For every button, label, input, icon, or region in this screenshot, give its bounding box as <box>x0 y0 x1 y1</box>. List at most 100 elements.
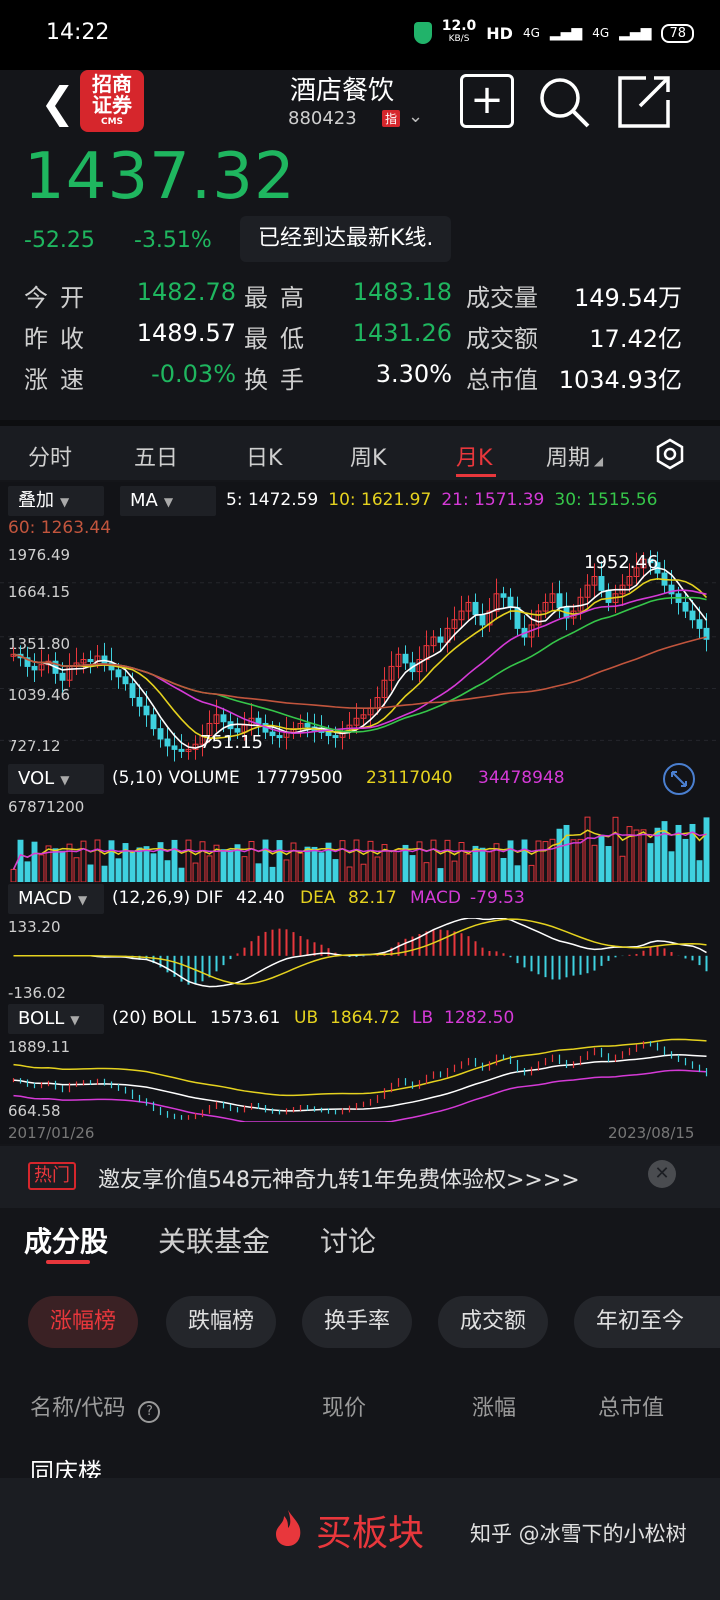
volume-bar <box>73 857 80 882</box>
back-icon[interactable]: ❮ <box>40 78 76 127</box>
candle-body <box>206 722 213 737</box>
volume-bar <box>178 867 185 882</box>
boll-top-label: 1889.11 <box>8 1038 71 1056</box>
chip-turnover-rate[interactable]: 换手率 <box>302 1296 413 1348</box>
candle-body <box>185 748 192 752</box>
tab-five-day[interactable]: 五日 <box>134 446 179 471</box>
boll-plot[interactable] <box>0 1038 720 1122</box>
buy-sector-button[interactable]: 买板块 <box>316 1513 425 1554</box>
stat-label: 成交量 <box>466 284 538 312</box>
candle-body <box>24 657 31 667</box>
ma-select[interactable]: MA ▼ <box>120 486 216 516</box>
volume-bar <box>276 840 283 882</box>
chip-turnover[interactable]: 成交额 <box>438 1296 549 1348</box>
volume-bar <box>542 841 549 882</box>
chevron-down-icon[interactable]: ⌄ <box>408 106 424 127</box>
status-icons: 12.0 KB/S HD 4G ▂▄▆ 4G ▂▄▆ 78 <box>413 18 694 46</box>
vol-value-2: 23117040 <box>366 768 453 788</box>
kline-plot[interactable] <box>0 546 720 762</box>
tab-intraday[interactable]: 分时 <box>28 446 73 471</box>
net-speed: 12.0 <box>441 18 477 34</box>
close-icon[interactable]: ✕ <box>648 1160 676 1188</box>
tab-period-label: 周期 <box>546 446 591 471</box>
col-change[interactable]: 涨幅 <box>472 1396 517 1421</box>
tab-period[interactable]: 周期 ◢ <box>546 446 604 471</box>
volume-bar <box>213 844 220 882</box>
candle-body <box>458 610 465 621</box>
ma-legend-item: 30: 1515.56 <box>554 490 658 510</box>
volume-bar <box>318 852 325 882</box>
volume-plot[interactable] <box>0 798 720 882</box>
volume-bar <box>528 864 535 882</box>
add-watchlist-button[interactable]: + <box>460 74 514 128</box>
macd-dea: 82.17 <box>348 888 397 908</box>
boll-bottom-label: 664.58 <box>8 1102 61 1120</box>
candle-body <box>136 697 143 707</box>
volume-bar <box>220 849 227 882</box>
volume-bar <box>388 850 395 882</box>
candle-body <box>486 610 493 626</box>
tab-discussion[interactable]: 讨论 <box>320 1225 377 1258</box>
volume-bar <box>430 839 437 882</box>
signal-bars-icon: ▂▄▆ <box>549 25 583 41</box>
ma-legend-item: 60: 1263.44 <box>8 518 112 538</box>
vol-select[interactable]: VOL ▼ <box>8 764 104 794</box>
y-label-5: 727.12 <box>8 737 61 755</box>
boll-ub-label: UB <box>294 1008 319 1028</box>
promo-banner[interactable]: 热门 邀友享价值548元神奇九转1年免费体验权>>>> ✕ <box>0 1146 720 1208</box>
volume-bar <box>633 829 640 882</box>
help-icon[interactable]: ? <box>138 1401 161 1423</box>
chip-gainers[interactable]: 涨幅榜 <box>28 1296 139 1348</box>
status-time: 14:22 <box>46 20 110 45</box>
candle-body <box>703 627 710 640</box>
tab-related-funds[interactable]: 关联基金 <box>158 1225 271 1258</box>
candle-body <box>696 619 703 629</box>
tab-weekly-k[interactable]: 周K <box>350 446 387 471</box>
candle-body <box>276 735 283 739</box>
candle-body <box>507 596 514 609</box>
vol-max-label: 67871200 <box>8 798 85 816</box>
candle-body <box>164 738 171 747</box>
volume-bar <box>598 834 605 882</box>
volume-bar <box>311 846 318 882</box>
overlay-select[interactable]: 叠加 ▼ <box>8 486 104 516</box>
col-market-cap[interactable]: 总市值 <box>598 1396 665 1421</box>
volume-bar <box>206 855 213 882</box>
settings-icon[interactable] <box>654 438 686 470</box>
candle-body <box>465 601 472 612</box>
share-icon[interactable] <box>616 74 672 130</box>
index-badge: 指 <box>382 110 401 127</box>
ma-line-10 <box>13 577 708 739</box>
col-price[interactable]: 现价 <box>322 1396 367 1421</box>
volume-bar <box>374 856 381 882</box>
volume-bar <box>556 828 563 882</box>
ma-select-label: MA <box>130 490 158 511</box>
promo-text[interactable]: 邀友享价值548元神奇九转1年免费体验权>>>> <box>98 1168 580 1193</box>
header: ❮ 招商 证券 CMS 酒店餐饮 880423 指 ⌄ + <box>0 70 720 150</box>
volume-bar <box>150 853 157 882</box>
macd-select[interactable]: MACD ▼ <box>8 884 104 914</box>
boll-ub: 1864.72 <box>330 1008 401 1028</box>
candle-body <box>668 584 675 595</box>
volume-bar <box>24 861 31 882</box>
price-change-pct: -3.51% <box>134 228 212 253</box>
kline-chart[interactable]: 叠加 ▼ MA ▼ 5: 1472.59 10: 1621.97 21: 1571.39… <box>0 482 720 1144</box>
candle-body <box>549 593 556 603</box>
tab-monthly-k[interactable]: 月K <box>456 446 493 471</box>
macd-plot[interactable] <box>0 918 720 1002</box>
search-icon[interactable] <box>536 74 592 130</box>
candle-body <box>59 672 66 681</box>
volume-bar <box>612 816 619 882</box>
battery-level: 78 <box>661 23 694 43</box>
expand-icon[interactable] <box>662 762 696 796</box>
tab-constituents[interactable]: 成分股 <box>24 1225 109 1258</box>
stat-value: 17.42亿 <box>589 325 682 353</box>
volume-bar <box>640 829 647 882</box>
volume-bar <box>283 859 290 882</box>
tab-daily-k[interactable]: 日K <box>246 446 283 471</box>
boll-select[interactable]: BOLL ▼ <box>8 1004 104 1034</box>
chip-losers[interactable]: 跌幅榜 <box>166 1296 277 1348</box>
y-label-2: 1664.15 <box>8 583 71 601</box>
chip-ytd[interactable]: 年初至今 <box>574 1296 720 1348</box>
volume-bar <box>52 848 59 882</box>
